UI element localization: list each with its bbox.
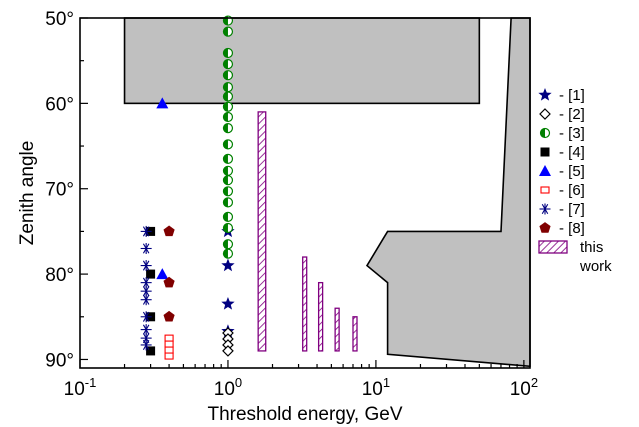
y-tick-label: 80°: [45, 265, 74, 286]
s3-point-17: [222, 211, 234, 223]
s7-point-10: [140, 339, 152, 351]
s7-point-2: [140, 242, 152, 254]
s3-point-14: [222, 175, 234, 186]
s7-point-4: [140, 277, 152, 289]
legend-label-s7: - [7]: [559, 201, 585, 218]
s8-point-2: [163, 276, 175, 288]
x-axis-title: Threshold energy, GeV: [207, 404, 402, 425]
x-tick-label: 100: [214, 375, 242, 400]
s5-point-1: [156, 97, 169, 109]
s8-point-1: [163, 225, 175, 237]
s8-point-3: [163, 310, 175, 322]
s3-point-11: [222, 139, 234, 150]
legend-marker-s3: [539, 127, 551, 139]
gray-region-top-band: [123, 17, 481, 105]
s3-point-2: [222, 26, 234, 37]
s1-point-2: [221, 258, 235, 272]
s6-point-3: [164, 346, 174, 354]
y-axis-title: Zenith angle: [17, 141, 38, 246]
legend-label-s5: - [5]: [559, 163, 585, 180]
legend-marker-s1: [538, 88, 552, 101]
legend-label-s2: - [2]: [559, 106, 585, 123]
s2-point-4: [222, 345, 234, 357]
plot-frame: [79, 17, 531, 369]
legend-marker-s5: [539, 165, 551, 176]
legend-label-s1: - [1]: [559, 87, 585, 104]
s3-point-3: [222, 47, 234, 59]
s7-point-3: [140, 260, 152, 272]
x-tick-label: 102: [510, 375, 538, 400]
s4-point-4: [146, 346, 156, 356]
legend-label-s6: - [6]: [559, 182, 585, 199]
legend-marker-s7: [539, 203, 551, 215]
this-work-bar-5: [352, 316, 358, 352]
legend-marker-s8: [539, 222, 551, 233]
legend-label-s4: - [4]: [559, 144, 585, 161]
legend-label-s3: - [3]: [559, 125, 585, 142]
s1-point-3: [221, 296, 235, 310]
s3-point-15: [222, 186, 234, 197]
s5-point-2: [156, 268, 169, 280]
legend-label-this-work-line2: work: [579, 258, 612, 275]
s7-point-6: [140, 294, 152, 306]
s3-point-9: [222, 111, 234, 123]
x-tick-label: 101: [362, 375, 390, 400]
s3-point-10: [222, 123, 234, 134]
legend-marker-s4: [540, 147, 550, 157]
s7-point-7: [140, 311, 152, 323]
s6-point-1: [164, 334, 174, 342]
y-tick-label: 90°: [45, 350, 74, 371]
y-tick-label: 50°: [45, 9, 74, 30]
legend-label-s8: - [8]: [559, 220, 585, 237]
s4-point-2: [146, 269, 156, 279]
legend-marker-s2: [539, 108, 551, 120]
s3-point-7: [222, 91, 234, 102]
s3-point-5: [222, 70, 234, 81]
s3-point-4: [222, 58, 234, 70]
y-tick-label: 60°: [45, 94, 74, 115]
legend-marker-s6: [540, 186, 550, 194]
y-tick-label: 70°: [45, 180, 74, 201]
this-work-bar-3: [317, 281, 324, 352]
s3-point-8: [222, 101, 234, 112]
s3-point-16: [222, 197, 234, 208]
s3-point-19: [222, 239, 234, 250]
this-work-bar-4: [334, 307, 340, 352]
s7-point-1: [140, 225, 152, 237]
s6-point-2: [164, 340, 174, 348]
s3-point-6: [222, 82, 234, 93]
s3-point-20: [222, 248, 234, 259]
s3-point-18: [222, 222, 234, 234]
x-tick-label: 10-1: [64, 375, 97, 400]
this-work-bar-1: [257, 111, 267, 352]
this-work-bar-2: [302, 256, 308, 352]
s3-point-12: [222, 153, 234, 164]
legend-marker-this-work: [538, 240, 568, 254]
s6-point-4: [164, 352, 174, 360]
legend-label-this-work-line1: this: [580, 239, 603, 256]
s3-point-13: [222, 165, 234, 176]
